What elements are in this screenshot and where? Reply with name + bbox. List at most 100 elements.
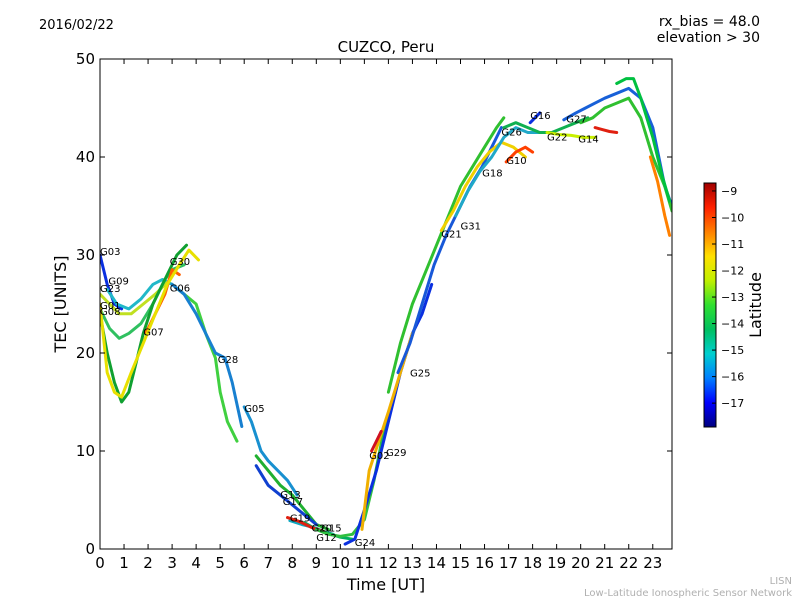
colorbar-tick-label: −17	[721, 397, 744, 410]
prn-label-g21: G21	[441, 229, 461, 240]
series-g29	[370, 429, 383, 453]
prn-label-g18: G18	[482, 169, 502, 180]
series-g12	[314, 390, 398, 538]
tick-layer: 0 1 2 3 4 5 6 7 8 9 10 11 12 13 14 15 16 17 18 19 20 21 22 2301…	[76, 50, 672, 572]
series-g31	[439, 140, 527, 232]
x-tick-label: 14	[427, 554, 446, 572]
series-g22	[545, 131, 597, 139]
prn-label-g26: G26	[501, 127, 521, 138]
colorbar-tick-label: −13	[721, 291, 744, 304]
colorbar-tick-label: −11	[721, 238, 744, 251]
prn-label-g20: G20	[312, 523, 332, 534]
prn-label-g07: G07	[143, 327, 163, 338]
x-tick-label: 6	[239, 554, 249, 572]
prn-label-g24: G24	[355, 538, 375, 549]
series-g02	[360, 331, 414, 531]
prn-label-g09: G09	[108, 276, 128, 287]
x-tick-label: 16	[475, 554, 494, 572]
prn-label-g05: G05	[244, 404, 264, 415]
series-g27	[562, 86, 672, 208]
x-tick-label: 22	[619, 554, 638, 572]
prn-label-g23: G23	[100, 284, 120, 295]
series-g32	[593, 126, 619, 134]
x-tick-label: 19	[547, 554, 566, 572]
x-tick-label: 10	[331, 554, 350, 572]
prn-label-g13: G13	[280, 490, 300, 501]
prn-label-g12: G12	[316, 533, 336, 544]
series-g09	[105, 278, 174, 311]
colorbar-tick-label: −12	[721, 265, 744, 278]
y-tick-label: 50	[76, 50, 95, 68]
prn-label-layer: G03G09G23G01G08G07G30G06G28G05G13G17G19G…	[100, 111, 599, 549]
prn-label-g06: G06	[170, 283, 190, 294]
colorbar-tick-label: −16	[721, 371, 744, 384]
x-tick-label: 3	[167, 554, 177, 572]
colorbar-ticks: −9 −10 −11 −12 −13 −14 −15 −16 −17	[712, 185, 744, 410]
x-tick-label: 7	[263, 554, 273, 572]
x-tick-label: 13	[403, 554, 422, 572]
colorbar-tick-label: −10	[721, 211, 744, 224]
x-tick-label: 5	[215, 554, 225, 572]
series-g24	[343, 282, 434, 546]
series-g04	[648, 155, 672, 237]
y-axis-label: TEC [UNITS]	[51, 256, 70, 354]
series-layer	[100, 77, 672, 546]
x-tick-label: 8	[287, 554, 297, 572]
series-g28	[170, 282, 244, 428]
plot-date: 2016/02/22	[39, 18, 114, 33]
x-tick-label: 20	[571, 554, 590, 572]
y-tick-label: 0	[85, 540, 95, 558]
prn-label-g28: G28	[218, 355, 238, 366]
series-g16	[528, 111, 542, 125]
series-g05	[242, 405, 299, 497]
prn-label-g14: G14	[578, 134, 598, 145]
prn-label-g27: G27	[566, 115, 586, 126]
prn-label-g15: G15	[321, 523, 341, 534]
prn-label-g31: G31	[461, 222, 481, 233]
x-tick-label: 21	[595, 554, 614, 572]
x-tick-label: 9	[312, 554, 322, 572]
series-g17	[254, 464, 318, 526]
colorbar-tick-label: −9	[721, 185, 737, 198]
x-tick-label: 1	[119, 554, 129, 572]
series-g11	[615, 77, 672, 203]
series-g23	[100, 280, 169, 316]
colorbar-tick-label: −14	[721, 318, 744, 331]
prn-label-g01: G01	[100, 301, 120, 312]
elevation-label: elevation > 30	[656, 30, 760, 46]
y-tick-label: 10	[76, 442, 95, 460]
x-tick-label: 12	[379, 554, 398, 572]
x-tick-label: 2	[143, 554, 153, 572]
credit-long: Low-Latitude Ionospheric Sensor Network	[584, 588, 792, 599]
y-tick-label: 20	[76, 344, 95, 362]
prn-label-g16: G16	[530, 111, 550, 122]
series-g21	[386, 116, 506, 394]
x-tick-label: 18	[523, 554, 542, 572]
plot-frame	[99, 58, 673, 550]
x-tick-label: 11	[355, 554, 374, 572]
series-g30	[100, 248, 200, 399]
prn-label-g22: G22	[547, 132, 567, 143]
x-tick-label: 4	[191, 554, 201, 572]
y-tick-label: 30	[76, 246, 95, 264]
prn-label-g30: G30	[170, 257, 190, 268]
prn-label-g29: G29	[386, 448, 406, 459]
credit-short: LISN	[769, 576, 792, 587]
series-g14	[579, 96, 672, 213]
colorbar-label: Latitude	[746, 272, 765, 338]
series-g18	[454, 126, 542, 218]
rx-bias-label: rx_bias = 48.0	[658, 14, 760, 30]
x-axis-label: Time [UT]	[346, 575, 425, 594]
prn-label-g10: G10	[506, 156, 526, 167]
prn-label-g17: G17	[283, 497, 303, 508]
prn-label-g08: G08	[100, 307, 120, 318]
prn-label-g25: G25	[410, 369, 430, 380]
x-tick-label: 17	[499, 554, 518, 572]
prn-label-g02: G02	[369, 451, 389, 462]
x-tick-label: 0	[95, 554, 105, 572]
x-tick-label: 23	[643, 554, 662, 572]
colorbar	[703, 182, 717, 428]
y-tick-label: 40	[76, 148, 95, 166]
series-g10	[504, 145, 535, 164]
